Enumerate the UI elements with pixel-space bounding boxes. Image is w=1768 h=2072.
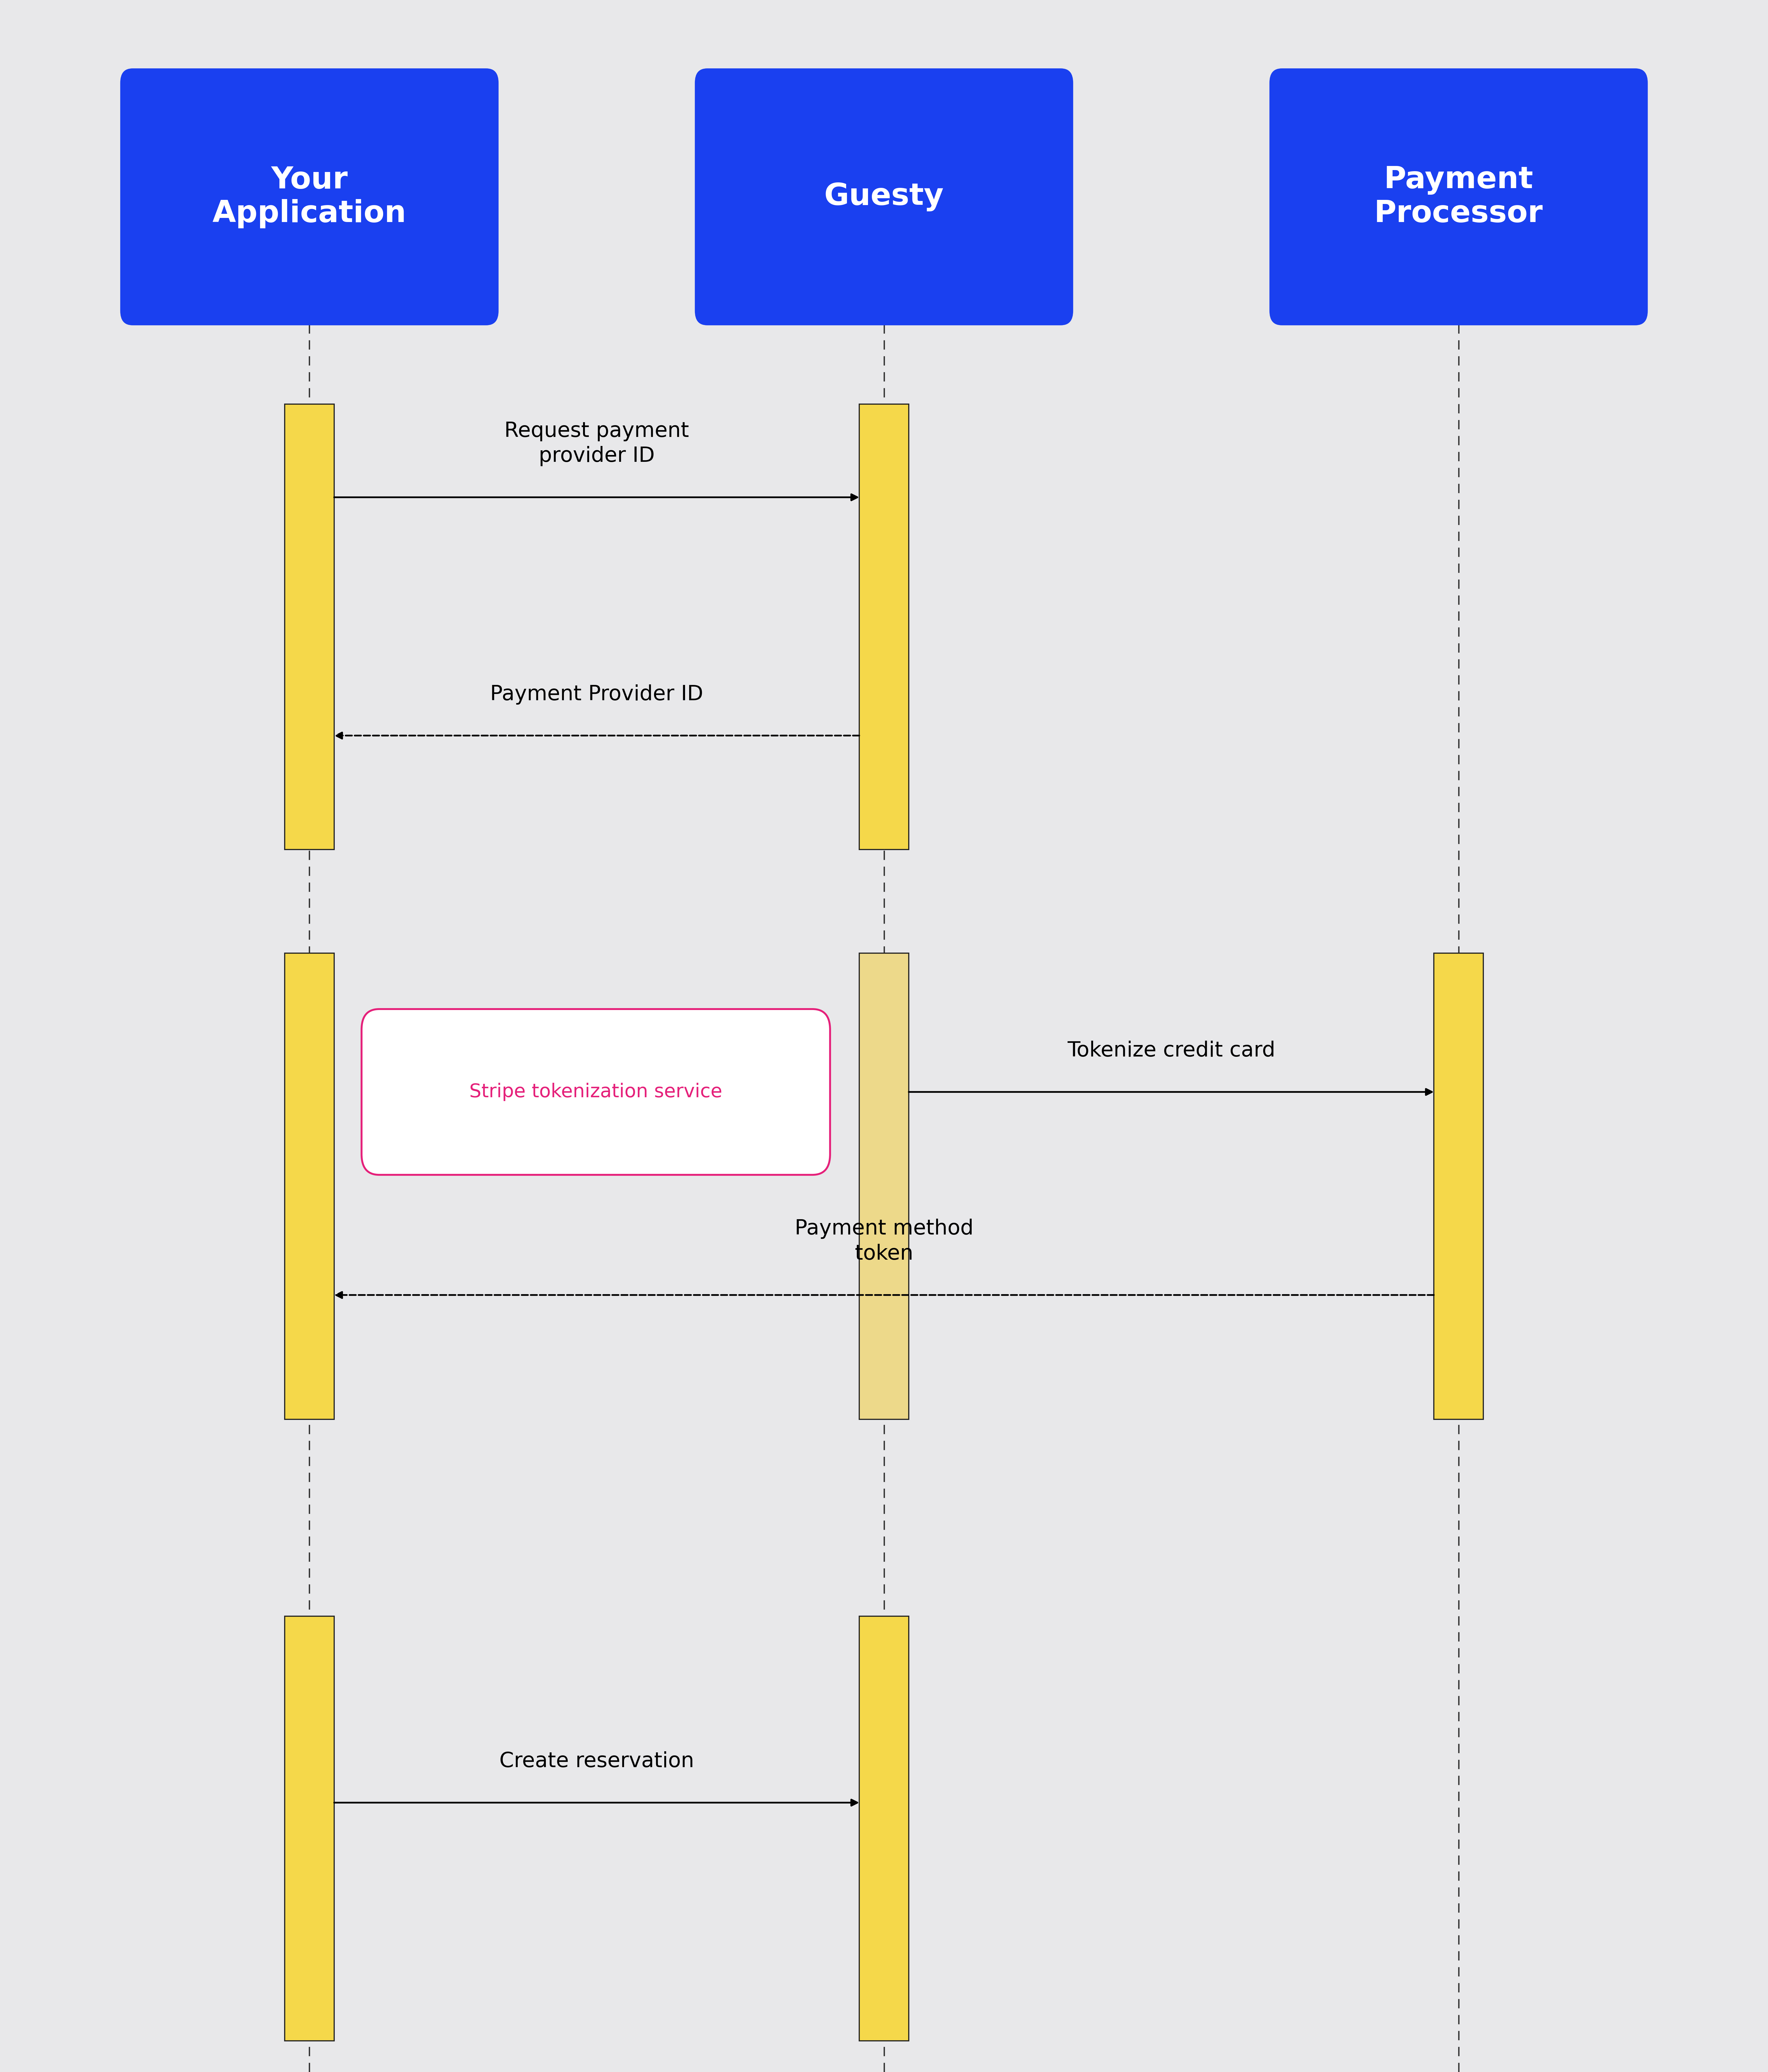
FancyBboxPatch shape bbox=[362, 1009, 831, 1175]
Text: Guesty: Guesty bbox=[824, 182, 944, 211]
Text: Payment
Processor: Payment Processor bbox=[1374, 166, 1543, 228]
Text: Stripe tokenization service: Stripe tokenization service bbox=[469, 1084, 723, 1100]
Text: Create reservation: Create reservation bbox=[499, 1751, 695, 1772]
FancyBboxPatch shape bbox=[1269, 68, 1648, 325]
FancyBboxPatch shape bbox=[695, 68, 1073, 325]
FancyBboxPatch shape bbox=[859, 1616, 909, 2041]
FancyBboxPatch shape bbox=[285, 953, 334, 1419]
FancyBboxPatch shape bbox=[859, 953, 909, 1419]
FancyBboxPatch shape bbox=[285, 1616, 334, 2041]
Text: Your
Application: Your Application bbox=[212, 166, 407, 228]
Text: Payment Provider ID: Payment Provider ID bbox=[490, 684, 704, 704]
FancyBboxPatch shape bbox=[120, 68, 499, 325]
Text: Request payment
provider ID: Request payment provider ID bbox=[504, 421, 690, 466]
Text: Tokenize credit card: Tokenize credit card bbox=[1068, 1040, 1275, 1061]
Text: Payment method
token: Payment method token bbox=[794, 1218, 974, 1264]
FancyBboxPatch shape bbox=[285, 404, 334, 850]
FancyBboxPatch shape bbox=[859, 404, 909, 850]
FancyBboxPatch shape bbox=[1434, 953, 1483, 1419]
